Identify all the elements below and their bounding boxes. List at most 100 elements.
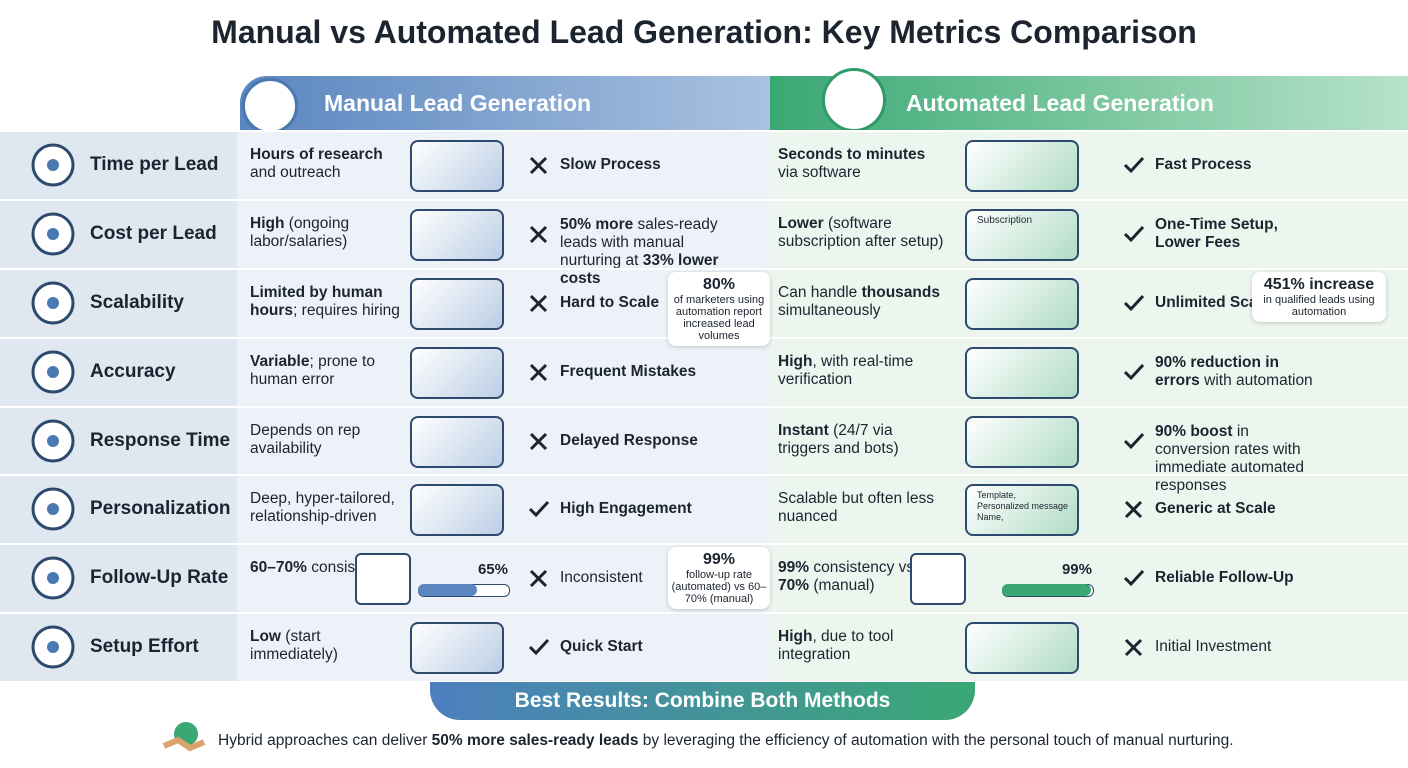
banner: Best Results: Combine Both Methods <box>430 682 975 720</box>
text-part: High <box>778 628 813 646</box>
text-part: (ongoing labor/salaries) <box>250 214 350 250</box>
text-part: of marketers using automation report inc… <box>673 293 765 342</box>
metric-icon <box>31 419 75 462</box>
verdict-icon <box>1124 501 1143 519</box>
manual-text: Hours of research and outreach <box>250 146 400 182</box>
metric-icon <box>31 625 75 669</box>
metric-icon <box>31 281 75 325</box>
automated-text: Lower (software subscription after setup… <box>778 215 948 251</box>
verdict-icon <box>1123 363 1145 380</box>
text-part: Delayed Response <box>560 431 698 449</box>
text-part: Slow Process <box>560 156 661 173</box>
manual-text: Variable; prone to human error <box>250 353 400 389</box>
text-part: Inconsistent <box>560 569 643 587</box>
verdict-icon <box>1124 639 1143 657</box>
text-part: and outreach <box>250 164 341 181</box>
text-part: Frequent Mistakes <box>560 362 697 380</box>
manual-result: Slow Process <box>560 156 730 174</box>
text-part: Quick Start <box>560 638 643 656</box>
illustration <box>410 277 504 330</box>
text-part: Low <box>250 628 281 646</box>
metric-label: Response Time <box>90 429 231 451</box>
text-part: Unlimited Scale <box>1155 293 1271 311</box>
row-divider <box>0 130 1408 132</box>
automated-text: Can handle thousands simultaneously <box>778 284 948 320</box>
manual-result: Hard to Scale <box>560 294 730 312</box>
metric-icon <box>31 556 75 600</box>
manual-result: High Engagement <box>560 500 730 518</box>
text-part: ; prone to human error <box>250 352 375 388</box>
manual-header-bg <box>240 76 770 130</box>
automated-result: 90% reduction in errors with automation <box>1155 354 1325 390</box>
footer: Hybrid approaches can deliver 50% more s… <box>218 732 1234 750</box>
verdict-icon <box>529 363 548 381</box>
art-label: Subscription <box>977 214 1033 226</box>
verdict-icon <box>528 501 550 518</box>
progress-label: 65% <box>477 561 508 579</box>
text-part: via software <box>778 164 861 181</box>
verdict-icon <box>1123 156 1145 174</box>
text-part: consistency vs <box>809 559 919 577</box>
callout: 99% follow-up rate (automated) vs 60–70%… <box>668 547 770 610</box>
text-part: Hard to Scale <box>560 293 660 311</box>
verdict-icon <box>529 432 548 450</box>
text-part: 451% increase <box>1263 275 1375 293</box>
text-part: 50% more sales-ready leads <box>431 732 639 749</box>
text-part: Fast Process <box>1155 156 1252 173</box>
text-part: One-Time Setup, Lower Fees <box>1155 215 1278 251</box>
illustration <box>965 208 1079 261</box>
text-part: sales-ready leads with manual nurturing … <box>560 215 718 269</box>
manual-text: Deep, hyper-tailored, relationship-drive… <box>250 490 400 526</box>
illustration <box>410 415 504 468</box>
illustration <box>965 277 1079 330</box>
art <box>910 553 966 606</box>
metric-label: Follow-Up Rate <box>90 567 229 589</box>
manual-result: Inconsistent <box>560 569 730 587</box>
verdict-icon <box>1123 432 1145 449</box>
text-part: High <box>250 214 285 232</box>
manual-text: Limited by human hours; requires hiring <box>250 284 400 320</box>
progress-label: 99% <box>1061 561 1092 579</box>
verdict-icon <box>1123 294 1145 311</box>
row-divider <box>0 198 1408 201</box>
text-part: thousands <box>861 283 940 301</box>
verdict-icon <box>529 225 548 243</box>
metric-icon <box>31 487 75 531</box>
text-part: , due to tool integration <box>778 628 894 664</box>
automated-result: Generic at Scale <box>1155 500 1325 518</box>
verdict-icon <box>529 570 548 588</box>
manual-result: 50% more sales-ready leads with manual n… <box>560 216 730 288</box>
automated-text: High, due to tool integration <box>778 628 948 664</box>
illustration <box>965 484 1079 537</box>
text-part: (software subscription after setup) <box>778 214 944 250</box>
automated-result: Initial Investment <box>1155 638 1325 656</box>
manual-result: Delayed Response <box>560 432 730 450</box>
verdict-icon <box>528 639 550 656</box>
title: Manual vs Automated Lead Generation: Key… <box>211 14 1197 50</box>
text-part: Depends on rep availability <box>250 421 361 457</box>
text-part: (manual) <box>809 577 875 595</box>
text-part: simultaneously <box>778 301 881 319</box>
text-part: (start immediately) <box>250 628 338 664</box>
text-part: High <box>778 352 813 370</box>
text-part: Generic at Scale <box>1155 500 1276 518</box>
row-divider <box>0 405 1408 408</box>
footer-icon <box>162 722 206 752</box>
automated-result: Fast Process <box>1155 156 1325 174</box>
automated-result: 90% boost in conversion rates with immed… <box>1155 423 1325 495</box>
manual-header: Manual Lead Generation <box>324 90 592 116</box>
metric-label: Personalization <box>90 498 231 520</box>
automated-result: Reliable Follow-Up <box>1155 569 1325 587</box>
manual-result: Frequent Mistakes <box>560 363 730 381</box>
row-divider <box>0 474 1408 477</box>
row-divider <box>0 267 1408 270</box>
metric-label: Accuracy <box>90 360 176 382</box>
metric-label: Cost per Lead <box>90 222 217 244</box>
text-part: Initial Investment <box>1155 638 1272 656</box>
row-divider <box>0 612 1408 615</box>
text-part: in conversion rates with immediate autom… <box>1155 422 1305 494</box>
illustration <box>410 140 504 192</box>
illustration <box>965 140 1079 192</box>
automated-text: High, with real-time verification <box>778 353 948 389</box>
